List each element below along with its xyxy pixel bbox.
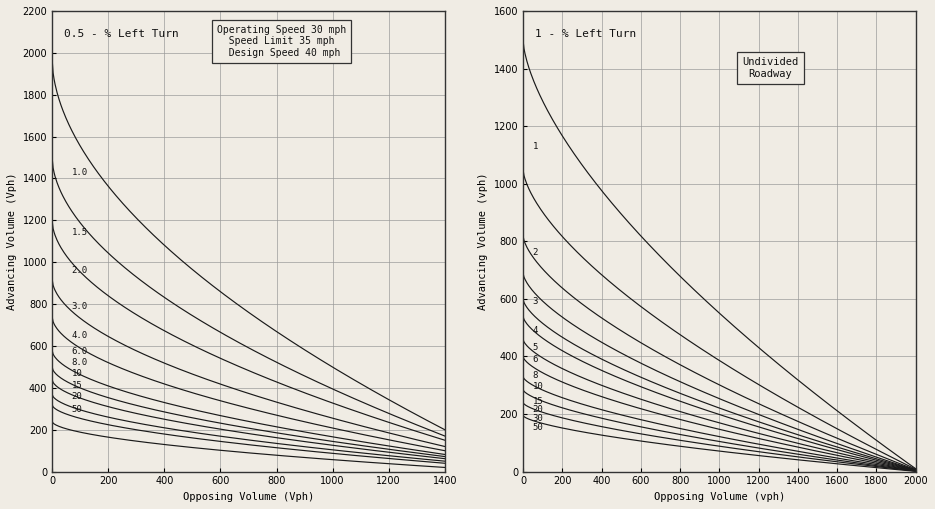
X-axis label: Opposing Volume (vph): Opposing Volume (vph)	[654, 492, 785, 502]
Text: 4.0: 4.0	[72, 331, 88, 340]
Text: 1.5: 1.5	[72, 229, 88, 237]
Text: 30: 30	[533, 414, 543, 423]
Text: 6: 6	[533, 355, 539, 364]
Text: 1 - % Left Turn: 1 - % Left Turn	[535, 30, 636, 39]
Text: 8.0: 8.0	[72, 358, 88, 367]
Text: Undivided
Roadway: Undivided Roadway	[742, 57, 798, 78]
Text: 3: 3	[533, 297, 539, 306]
Text: 15: 15	[72, 381, 82, 390]
Text: 0.5 - % Left Turn: 0.5 - % Left Turn	[64, 30, 179, 39]
Text: Operating Speed 30 mph
  Speed Limit 35 mph
  Design Speed 40 mph: Operating Speed 30 mph Speed Limit 35 mp…	[217, 25, 346, 58]
Text: 6.0: 6.0	[72, 347, 88, 356]
Text: 50: 50	[533, 422, 543, 432]
Text: 50: 50	[72, 405, 82, 414]
Y-axis label: Advancing Volume (vph): Advancing Volume (vph)	[478, 173, 488, 310]
Text: 1: 1	[533, 142, 539, 151]
Text: 8: 8	[533, 371, 539, 380]
Text: 3.0: 3.0	[72, 302, 88, 310]
Text: 20: 20	[533, 405, 543, 414]
Text: 2: 2	[533, 248, 539, 258]
Text: 2.0: 2.0	[72, 266, 88, 275]
Text: 4: 4	[533, 326, 539, 335]
Text: 15: 15	[533, 397, 543, 406]
Text: 10: 10	[533, 382, 543, 391]
X-axis label: Opposing Volume (Vph): Opposing Volume (Vph)	[183, 492, 314, 502]
Text: 20: 20	[72, 392, 82, 401]
Y-axis label: Advancing Volume (Vph): Advancing Volume (Vph)	[7, 173, 17, 310]
Text: 10: 10	[72, 369, 82, 378]
Text: 5: 5	[533, 344, 539, 352]
Text: 1.0: 1.0	[72, 167, 88, 177]
